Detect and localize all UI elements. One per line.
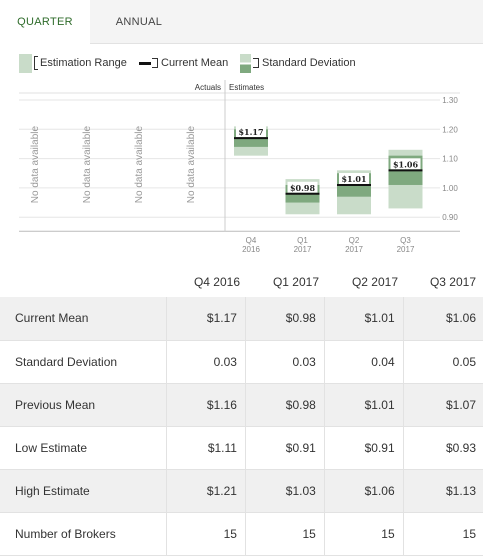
mean-value-label: $1.17 [238,127,263,137]
y-tick-label: 1.00 [442,184,458,193]
table-cell: $1.07 [403,383,483,427]
x-tick-label: Q1 [297,236,308,245]
standard-deviation-swatch [240,53,251,73]
legend-estimation-range: Estimation Range [19,53,127,73]
table-cell: 0.05 [403,340,483,384]
table-cell: $0.91 [245,426,325,470]
x-tick-label: 2017 [294,245,312,254]
no-data-label: No data available [30,126,41,204]
estimates-label: Estimates [229,83,264,92]
table-cell: $1.01 [324,297,404,341]
table-row: Number of Brokers 15 15 15 15 [0,512,483,556]
table-row: Low Estimate $1.11 $0.91 $0.91 $0.93 [0,426,483,470]
bracket-icon [253,58,259,68]
table-cell: $1.01 [324,383,404,427]
table-cell: 15 [403,512,483,556]
mean-label-background [339,172,369,184]
column-header-q4-2016: Q4 2016 [193,275,241,289]
mean-value-label: $1.01 [341,174,366,184]
table-cell: $0.91 [324,426,404,470]
legend-current-mean: Current Mean [139,53,228,73]
x-tick-label: 2017 [345,245,363,254]
mean-label-background [390,158,421,170]
legend-estimation-range-label: Estimation Range [40,57,127,69]
no-data-label: No data available [134,126,145,204]
table-row: Previous Mean $1.16 $0.98 $1.01 $1.07 [0,383,483,427]
legend-current-mean-label: Current Mean [161,57,229,69]
table-row: Standard Deviation 0.03 0.03 0.04 0.05 [0,340,483,384]
current-mean-swatch [139,61,151,65]
bracket-icon [34,56,38,70]
legend-standard-deviation: Standard Deviation [240,53,356,73]
column-header-q3-2017: Q3 2017 [429,275,477,289]
estimation-range-swatch [19,53,32,73]
y-tick-label: 1.10 [442,155,458,164]
estimates-table: Current Mean $1.17 $0.98 $1.01 $1.06 Sta… [0,297,483,556]
table-row: Current Mean $1.17 $0.98 $1.01 $1.06 [0,297,483,341]
table-cell: $1.03 [245,469,325,513]
mean-label-background [236,126,266,138]
table-cell: $1.11 [166,426,246,470]
row-label: Previous Mean [0,383,168,427]
no-data-label: No data available [186,126,197,204]
x-tick-label: 2016 [242,245,260,254]
column-header-q1-2017: Q1 2017 [272,275,320,289]
table-cell: 15 [324,512,404,556]
tab-annual[interactable]: ANNUAL [115,16,163,28]
table-cell: 15 [245,512,325,556]
mean-label-background [287,181,318,193]
table-cell: $1.06 [324,469,404,513]
mean-value-label: $1.06 [393,159,418,169]
table-cell: $0.98 [245,383,325,427]
row-label: High Estimate [0,469,168,513]
y-tick-label: 1.20 [442,125,458,134]
table-cell: 0.04 [324,340,404,384]
x-tick-label: 2017 [397,245,415,254]
y-tick-label: 0.90 [442,213,458,222]
table-cell: $1.06 [403,297,483,341]
no-data-label: No data available [82,126,93,204]
table-cell: $1.21 [166,469,246,513]
y-tick-label: 1.30 [442,96,458,105]
table-cell: 0.03 [166,340,246,384]
period-tabs: QUARTER ANNUAL [0,0,483,45]
estimates-chart: Actuals Estimates 1.30 1.20 1.10 1.00 0.90 No d… [19,80,460,254]
chart-legend: Estimation Range Current Mean Standard D… [0,44,483,80]
legend-standard-deviation-label: Standard Deviation [262,57,356,69]
x-tick-label: Q4 [246,236,257,245]
row-label: Standard Deviation [0,340,168,384]
x-tick-label: Q3 [400,236,411,245]
table-cell: $1.16 [166,383,246,427]
table-cell: $0.98 [245,297,325,341]
row-label: Low Estimate [0,426,168,470]
mean-value-label: $0.98 [290,183,315,193]
table-cell: $1.17 [166,297,246,341]
table-cell: $0.93 [403,426,483,470]
column-header-q2-2017: Q2 2017 [351,275,399,289]
table-cell: $1.13 [403,469,483,513]
table-cell: 15 [166,512,246,556]
bracket-icon [152,58,158,68]
row-label: Number of Brokers [0,512,168,556]
tab-quarter[interactable]: QUARTER [0,0,90,45]
x-tick-label: Q2 [349,236,360,245]
table-cell: 0.03 [245,340,325,384]
actuals-label: Actuals [195,83,221,92]
table-row: High Estimate $1.21 $1.03 $1.06 $1.13 [0,469,483,513]
row-label: Current Mean [0,297,168,341]
